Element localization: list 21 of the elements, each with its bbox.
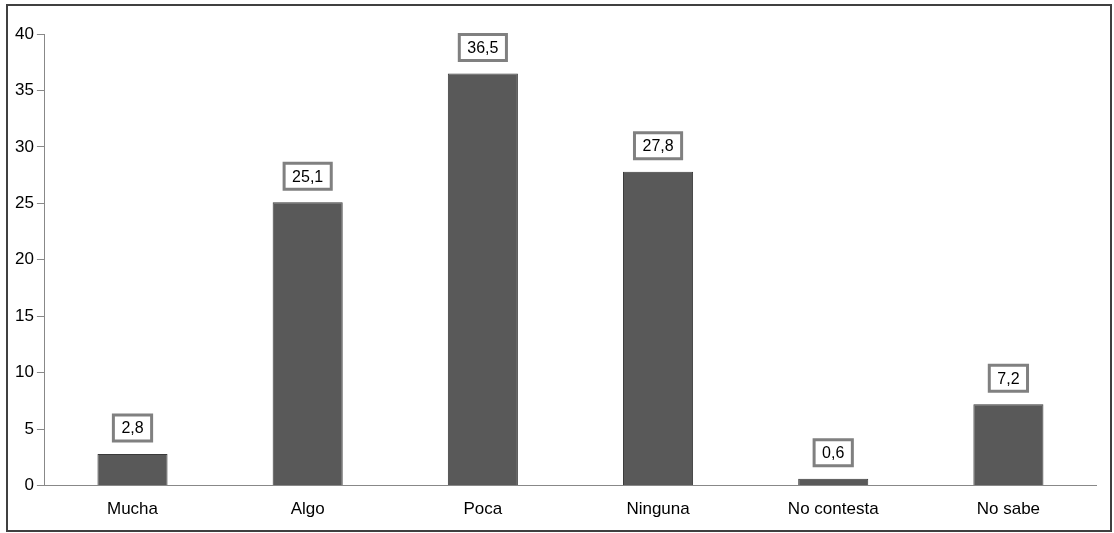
y-tick-label: 40 xyxy=(14,23,34,43)
y-tick-label: 5 xyxy=(24,418,34,438)
x-tick-label: Mucha xyxy=(106,499,159,519)
data-label: 25,1 xyxy=(292,167,324,185)
data-label: 0,6 xyxy=(822,444,845,462)
y-tick-label: 0 xyxy=(24,475,34,495)
y-tick-label: 25 xyxy=(14,193,34,213)
data-label: 36,5 xyxy=(467,38,499,56)
x-tick-label: Poca xyxy=(463,499,503,519)
y-tick-label: 10 xyxy=(14,362,34,382)
y-tick-label: 35 xyxy=(14,80,34,100)
data-label: 27,8 xyxy=(642,137,674,155)
x-tick-label: Ninguna xyxy=(626,499,691,519)
x-tick-label: Algo xyxy=(290,499,325,519)
y-tick-label: 20 xyxy=(14,249,34,269)
data-label: 7,2 xyxy=(997,369,1020,387)
y-tick-label: 15 xyxy=(14,305,34,325)
y-tick-label: 30 xyxy=(14,136,34,156)
x-tick-label: No contesta xyxy=(787,499,880,519)
x-tick-label: No sabe xyxy=(976,499,1041,519)
data-label: 2,8 xyxy=(121,419,144,437)
